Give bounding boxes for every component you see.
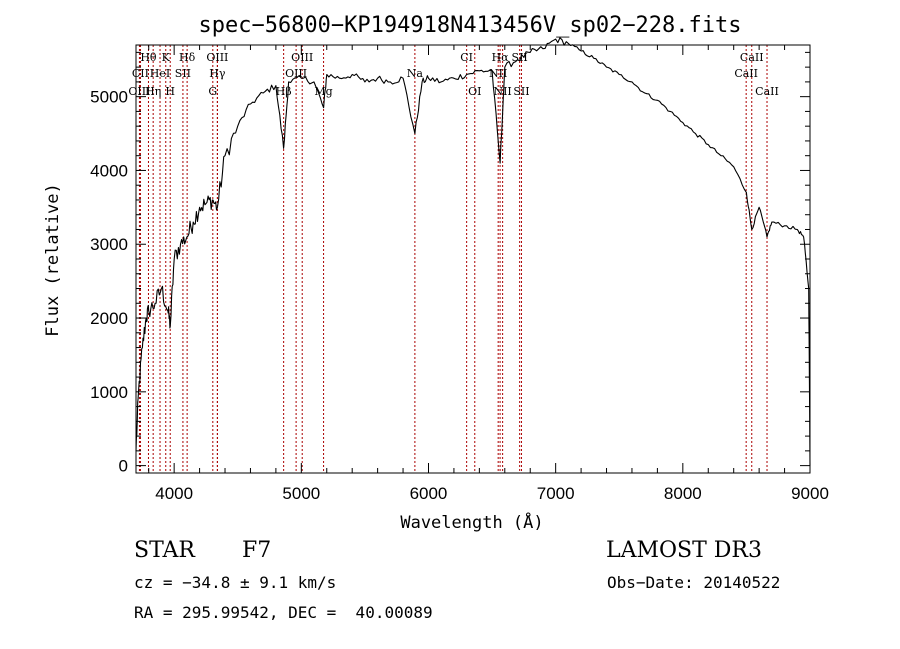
x-tick-label-6000: 6000 (410, 484, 448, 503)
line-label-22: SII (512, 51, 528, 64)
line-label-10: Hγ (209, 67, 226, 80)
line-label-3: Hη (145, 85, 161, 98)
line-label-21: NII (493, 85, 511, 98)
line-label-23: SII (513, 85, 529, 98)
y-tick-label-0: 0 (119, 457, 128, 476)
line-label-15: Mg (314, 85, 332, 98)
line-label-18: OI (468, 85, 481, 98)
line-label-0: Hθ (140, 51, 157, 64)
y-tick-label-5000: 5000 (90, 88, 128, 107)
x-tick-label-5000: 5000 (282, 484, 320, 503)
line-label-5: K (162, 51, 171, 64)
spectrum-line (135, 37, 811, 466)
line-label-11: G (208, 85, 217, 98)
line-label-13: OIII (291, 51, 313, 64)
line-label-1: CII (132, 67, 149, 80)
x-axis-label: Wavelength (Å) (400, 511, 543, 533)
y-tick-label-4000: 4000 (90, 161, 128, 180)
line-label-24: CaII (734, 67, 758, 80)
y-tick-label-2000: 2000 (90, 309, 128, 328)
y-tick-label-3000: 3000 (90, 235, 128, 254)
line-label-7: SII (175, 67, 191, 80)
line-label-20: NII (489, 67, 507, 80)
line-label-2: OIII (128, 85, 150, 98)
x-tick-label-8000: 8000 (664, 484, 702, 503)
object-subclass: F7 (242, 538, 272, 563)
observation-date: Obs−Date: 20140522 (607, 573, 781, 592)
y-axis-label: Flux (relative) (43, 183, 63, 337)
x-tick-label-4000: 4000 (155, 484, 193, 503)
line-label-14: OIII (285, 67, 307, 80)
y-tick-label-1000: 1000 (90, 383, 128, 402)
line-label-4: HeI (150, 67, 170, 80)
line-label-16: Na (407, 67, 424, 80)
x-tick-label-9000: 9000 (791, 484, 829, 503)
coordinates: RA = 295.99542, DEC = 40.00089 (134, 603, 433, 622)
line-label-26: CaII (755, 85, 779, 98)
plot-frame (135, 44, 811, 474)
object-class: STAR (134, 538, 195, 563)
line-label-19: Hα (492, 51, 510, 64)
y-axis: 0 1000 2000 3000 4000 5000 (90, 51, 810, 476)
chart-title: spec−56800−KP194918N413456V_sp02−228.fit… (198, 13, 741, 38)
x-axis: 4000 5000 6000 7000 8000 9000 (148, 45, 829, 503)
spectral-line-markers (138, 45, 768, 473)
survey-name: LAMOST DR3 (606, 538, 762, 563)
x-tick-label-7000: 7000 (537, 484, 575, 503)
line-label-9: OIII (206, 51, 228, 64)
line-label-6: H (165, 85, 175, 98)
line-label-12: Hβ (276, 85, 292, 98)
line-label-25: CaII (740, 51, 764, 64)
line-label-8: Hδ (179, 51, 196, 64)
redshift-info: cz = −34.8 ± 9.1 km/s (134, 573, 337, 592)
line-label-17: CI (460, 51, 473, 64)
